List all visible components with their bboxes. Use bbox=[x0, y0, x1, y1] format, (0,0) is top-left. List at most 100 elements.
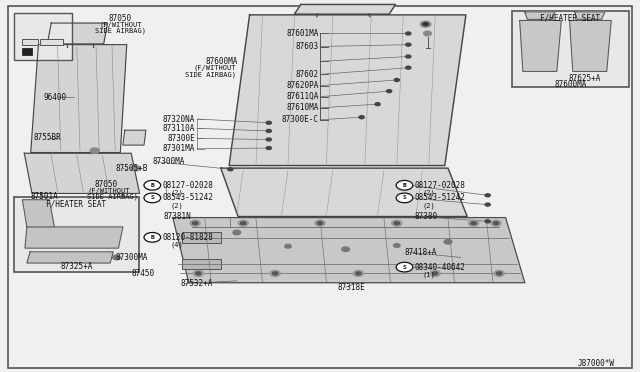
Circle shape bbox=[233, 230, 241, 235]
Circle shape bbox=[131, 166, 140, 171]
Text: S: S bbox=[403, 264, 406, 270]
Polygon shape bbox=[47, 23, 108, 44]
Text: SIDE AIRBAG): SIDE AIRBAG) bbox=[184, 71, 236, 78]
Text: 87300E-C: 87300E-C bbox=[282, 115, 319, 124]
Circle shape bbox=[396, 193, 413, 203]
Polygon shape bbox=[25, 227, 123, 248]
Polygon shape bbox=[31, 45, 127, 153]
Text: (F/WITHOUT: (F/WITHOUT bbox=[87, 187, 129, 194]
Circle shape bbox=[113, 255, 120, 260]
Circle shape bbox=[375, 103, 380, 106]
Circle shape bbox=[193, 222, 198, 225]
Text: F/HEATER SEAT: F/HEATER SEAT bbox=[47, 199, 106, 208]
Text: SIDE AIRBAG): SIDE AIRBAG) bbox=[87, 193, 138, 200]
Text: 08340-40642: 08340-40642 bbox=[415, 263, 465, 272]
Polygon shape bbox=[575, 12, 605, 19]
Text: 87318E: 87318E bbox=[338, 283, 365, 292]
Text: (2): (2) bbox=[422, 189, 435, 196]
Text: J87000*W: J87000*W bbox=[577, 359, 614, 368]
Circle shape bbox=[190, 220, 200, 226]
Circle shape bbox=[353, 270, 364, 276]
Circle shape bbox=[485, 203, 490, 206]
Text: 87505+B: 87505+B bbox=[115, 164, 148, 173]
Text: B: B bbox=[403, 183, 406, 188]
Circle shape bbox=[394, 78, 399, 81]
Circle shape bbox=[406, 32, 411, 35]
Circle shape bbox=[144, 232, 161, 242]
Text: 87603: 87603 bbox=[296, 42, 319, 51]
Text: 87620PA: 87620PA bbox=[286, 81, 319, 90]
Circle shape bbox=[423, 23, 428, 26]
Circle shape bbox=[266, 138, 271, 141]
Circle shape bbox=[387, 90, 392, 93]
Circle shape bbox=[317, 222, 323, 225]
Circle shape bbox=[396, 262, 413, 272]
Text: 87300E: 87300E bbox=[168, 134, 195, 143]
Circle shape bbox=[493, 222, 499, 225]
Circle shape bbox=[433, 272, 438, 275]
Text: 08543-51242: 08543-51242 bbox=[163, 193, 213, 202]
Polygon shape bbox=[173, 218, 525, 283]
Text: 08127-02028: 08127-02028 bbox=[415, 181, 465, 190]
Circle shape bbox=[266, 121, 271, 124]
Text: (2): (2) bbox=[422, 202, 435, 209]
Circle shape bbox=[228, 168, 233, 171]
Polygon shape bbox=[22, 200, 54, 227]
Text: 87381N: 87381N bbox=[163, 212, 191, 221]
Text: 873110A: 873110A bbox=[163, 124, 195, 133]
Circle shape bbox=[471, 222, 476, 225]
Bar bbox=[40, 39, 63, 45]
Circle shape bbox=[485, 194, 490, 197]
Circle shape bbox=[444, 240, 452, 244]
Circle shape bbox=[394, 244, 400, 247]
Text: 87300MA: 87300MA bbox=[115, 253, 148, 262]
Text: S: S bbox=[403, 195, 406, 201]
Circle shape bbox=[424, 31, 431, 36]
Circle shape bbox=[273, 272, 278, 275]
Polygon shape bbox=[221, 168, 467, 217]
Text: 87602: 87602 bbox=[296, 70, 319, 79]
Circle shape bbox=[90, 148, 99, 153]
Circle shape bbox=[406, 66, 411, 69]
Circle shape bbox=[241, 222, 246, 225]
Polygon shape bbox=[525, 12, 555, 19]
Text: B: B bbox=[150, 183, 154, 188]
Circle shape bbox=[485, 220, 490, 223]
Circle shape bbox=[196, 272, 201, 275]
Circle shape bbox=[491, 220, 501, 226]
Text: 96400: 96400 bbox=[44, 93, 67, 102]
Text: 87450: 87450 bbox=[131, 269, 154, 278]
Text: 87300MA: 87300MA bbox=[152, 157, 185, 166]
Text: 87610MA: 87610MA bbox=[286, 103, 319, 112]
Circle shape bbox=[356, 272, 361, 275]
Text: 87325+A: 87325+A bbox=[60, 262, 93, 271]
Bar bbox=[14, 197, 139, 272]
Text: 8755BR: 8755BR bbox=[33, 133, 61, 142]
Circle shape bbox=[266, 147, 271, 150]
Text: (1): (1) bbox=[422, 271, 435, 278]
Circle shape bbox=[315, 220, 325, 226]
Circle shape bbox=[144, 193, 161, 203]
Text: 87301MA: 87301MA bbox=[163, 144, 195, 153]
Text: (2): (2) bbox=[170, 189, 183, 196]
Circle shape bbox=[406, 43, 411, 46]
Bar bbox=[22, 48, 32, 55]
Circle shape bbox=[144, 180, 161, 190]
Text: 87320NA: 87320NA bbox=[163, 115, 195, 124]
Circle shape bbox=[285, 244, 291, 248]
Text: 87501A: 87501A bbox=[31, 192, 58, 201]
Text: (F/WITHOUT: (F/WITHOUT bbox=[99, 22, 141, 28]
Text: 87532+A: 87532+A bbox=[180, 279, 213, 288]
Text: 08543-51242: 08543-51242 bbox=[415, 193, 465, 202]
Bar bbox=[512, 11, 629, 87]
Text: 08127-02028: 08127-02028 bbox=[163, 181, 213, 190]
Circle shape bbox=[122, 203, 128, 206]
Circle shape bbox=[42, 203, 48, 206]
Polygon shape bbox=[294, 4, 396, 14]
Circle shape bbox=[266, 129, 271, 132]
Circle shape bbox=[359, 116, 364, 119]
Circle shape bbox=[468, 220, 479, 226]
Text: S: S bbox=[150, 195, 154, 201]
Text: 87050: 87050 bbox=[109, 14, 132, 23]
Text: F/HEATER SEAT: F/HEATER SEAT bbox=[541, 13, 600, 22]
